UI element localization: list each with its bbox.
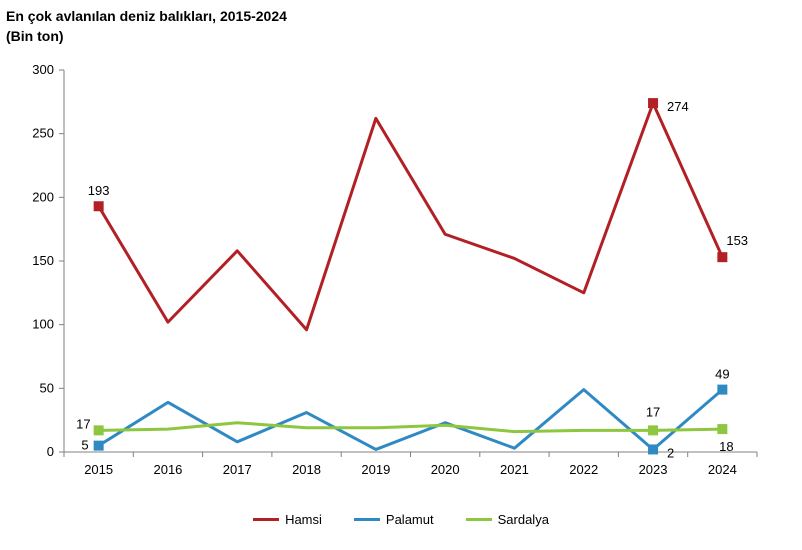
x-tick-label: 2020 <box>431 462 460 477</box>
legend-label: Palamut <box>385 512 434 527</box>
y-tick-label: 100 <box>32 317 54 332</box>
series-line-palamut <box>97 388 724 451</box>
chart-title-line1: En çok avlanılan deniz balıkları, 2015-2… <box>6 8 287 24</box>
line-chart: 0 50 100 150 200 250 300 2015 2016 2017 2018 2019 20… <box>32 62 758 477</box>
x-tick-label: 2016 <box>153 462 182 477</box>
x-tick-label: 2021 <box>500 462 529 477</box>
data-label-sardalya: 17 <box>646 404 660 419</box>
legend-item-sardalya: Sardalya <box>465 512 549 527</box>
legend-item-palamut: Palamut <box>353 512 434 527</box>
data-label-palamut: 2 <box>667 445 674 460</box>
data-point-sardalya <box>93 425 104 436</box>
y-tick-label: 200 <box>32 189 54 204</box>
legend-swatch <box>253 518 280 521</box>
x-tick-label: 2019 <box>361 462 390 477</box>
series-line-hamsi <box>97 101 724 332</box>
legend-label: Sardalya <box>497 512 549 527</box>
y-tick-label: 50 <box>40 380 54 395</box>
y-tick-label: 150 <box>32 253 54 268</box>
data-label-hamsi: 274 <box>667 99 689 114</box>
x-tick-label: 2023 <box>639 462 668 477</box>
data-point-hamsi <box>93 201 104 212</box>
legend-label: Hamsi <box>285 512 322 527</box>
data-point-palamut <box>717 384 728 395</box>
x-tick-label: 2017 <box>223 462 252 477</box>
legend-swatch <box>465 518 492 521</box>
x-tick-label: 2024 <box>708 462 737 477</box>
data-point-hamsi <box>648 98 659 109</box>
data-point-sardalya <box>717 424 728 435</box>
data-point-palamut <box>648 444 659 455</box>
chart-unit-label: (Bin ton) <box>6 28 64 44</box>
data-point-palamut <box>93 440 104 451</box>
y-tick-label: 250 <box>32 126 54 141</box>
y-tick-label: 300 <box>32 62 54 77</box>
y-tick-label: 0 <box>47 444 54 459</box>
legend-item-hamsi: Hamsi <box>253 512 322 527</box>
x-tick-label: 2018 <box>292 462 321 477</box>
data-label-sardalya: 18 <box>719 439 733 454</box>
data-label-hamsi: 193 <box>88 183 110 198</box>
data-label-palamut: 49 <box>715 367 729 382</box>
x-tick-label: 2022 <box>569 462 598 477</box>
data-label-palamut: 5 <box>81 438 88 453</box>
data-point-sardalya <box>648 425 659 436</box>
legend-swatch <box>353 518 380 521</box>
data-label-hamsi: 153 <box>726 233 748 248</box>
data-label-sardalya: 17 <box>76 416 90 431</box>
chart-legend: Hamsi Palamut Sardalya <box>0 512 802 527</box>
x-tick-label: 2015 <box>84 462 113 477</box>
chart-title: En çok avlanılan deniz balıkları, 2015-2… <box>6 6 287 46</box>
series-line-sardalya <box>98 421 723 434</box>
data-point-hamsi <box>717 252 728 263</box>
